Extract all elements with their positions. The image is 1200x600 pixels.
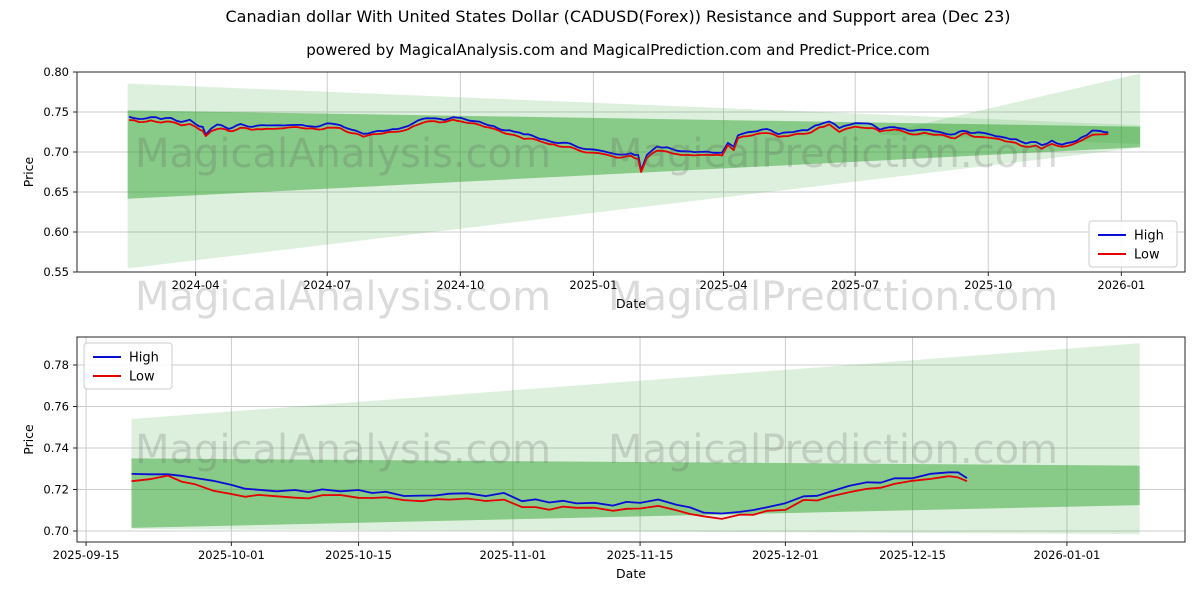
legend: High Low <box>83 342 173 390</box>
x-axis-label: Date <box>616 296 646 311</box>
high-line <box>128 115 1109 172</box>
x-tick-label: 2025-04 <box>700 278 748 292</box>
x-tick-label: 2025-12-15 <box>879 548 946 562</box>
tick-labels: 2025-09-15 2025-10-01 2025-10-15 2025-11-01… <box>43 358 1100 562</box>
x-axis-label: Date <box>616 566 646 581</box>
y-tick-label: 0.76 <box>43 400 69 414</box>
y-axis-label: Price <box>21 156 36 187</box>
legend-box <box>1088 220 1178 268</box>
y-tick-label: 0.72 <box>43 483 69 497</box>
low-line <box>131 474 968 520</box>
x-tick-label: 2024-10 <box>436 278 484 292</box>
x-tick-label: 2025-09-15 <box>53 548 120 562</box>
y-tick-label: 0.78 <box>43 358 69 372</box>
y-tick-label: 0.60 <box>43 225 69 239</box>
y-tick-label: 0.65 <box>43 185 69 199</box>
watermark-text: MagicalPrediction.com <box>608 274 1058 320</box>
axes-spines <box>76 71 1186 273</box>
x-tick-label: 2025-10 <box>964 278 1012 292</box>
y-axis-label: Price <box>21 424 36 455</box>
watermark-text: MagicalAnalysis.com <box>134 427 552 473</box>
y-tick-label: 0.75 <box>43 105 69 119</box>
x-tick-label: 2024-07 <box>303 278 351 292</box>
forecast-cone-band <box>876 73 1141 144</box>
low-line <box>129 118 1109 173</box>
tick-labels: 2024-04 2024-07 2024-10 2025-01 2025-04 2025-… <box>43 65 1145 292</box>
y-tick-label: 0.70 <box>43 524 69 538</box>
watermark-text: MagicalAnalysis.com <box>134 274 552 320</box>
watermark-text: MagicalPrediction.com <box>608 131 1058 177</box>
x-tick-label: 2025-11-15 <box>607 548 674 562</box>
watermark-text: MagicalPrediction.com <box>608 427 1058 473</box>
watermark-text: MagicalAnalysis.com <box>134 131 552 177</box>
legend: High Low <box>1088 220 1178 268</box>
figure-subtitle: powered by MagicalAnalysis.com and Magic… <box>306 41 930 59</box>
x-tick-label: 2025-01 <box>569 278 617 292</box>
y-tick-label: 0.80 <box>43 65 69 79</box>
x-tick-label: 2026-01 <box>1097 278 1145 292</box>
legend-label: High <box>129 351 159 366</box>
x-tick-label: 2025-10-15 <box>325 548 392 562</box>
price-chart-bottom: 2025-09-15 2025-10-01 2025-10-15 2025-11-01… <box>21 336 1186 581</box>
legend-label: High <box>1134 229 1164 244</box>
legend-label: Low <box>1134 248 1160 263</box>
axes-spines <box>76 336 1186 543</box>
legend-label: Low <box>129 370 155 385</box>
x-tick-label: 2025-12-01 <box>752 548 819 562</box>
figure-title: Canadian dollar With United States Dolla… <box>225 7 1011 26</box>
x-tick-label: 2024-04 <box>172 278 220 292</box>
x-tick-label: 2026-01-01 <box>1034 548 1101 562</box>
legend-box <box>83 342 173 390</box>
y-tick-label: 0.70 <box>43 145 69 159</box>
x-tick-label: 2025-11-01 <box>480 548 547 562</box>
high-line <box>131 471 968 515</box>
y-tick-label: 0.74 <box>43 441 69 455</box>
trend-channel-band <box>131 458 1140 528</box>
y-tick-label: 0.55 <box>43 265 69 279</box>
x-tick-label: 2025-10-01 <box>198 548 265 562</box>
price-chart-top: 2024-04 2024-07 2024-10 2025-01 2025-04 2025-… <box>21 65 1186 311</box>
x-tick-label: 2025-07 <box>831 278 879 292</box>
